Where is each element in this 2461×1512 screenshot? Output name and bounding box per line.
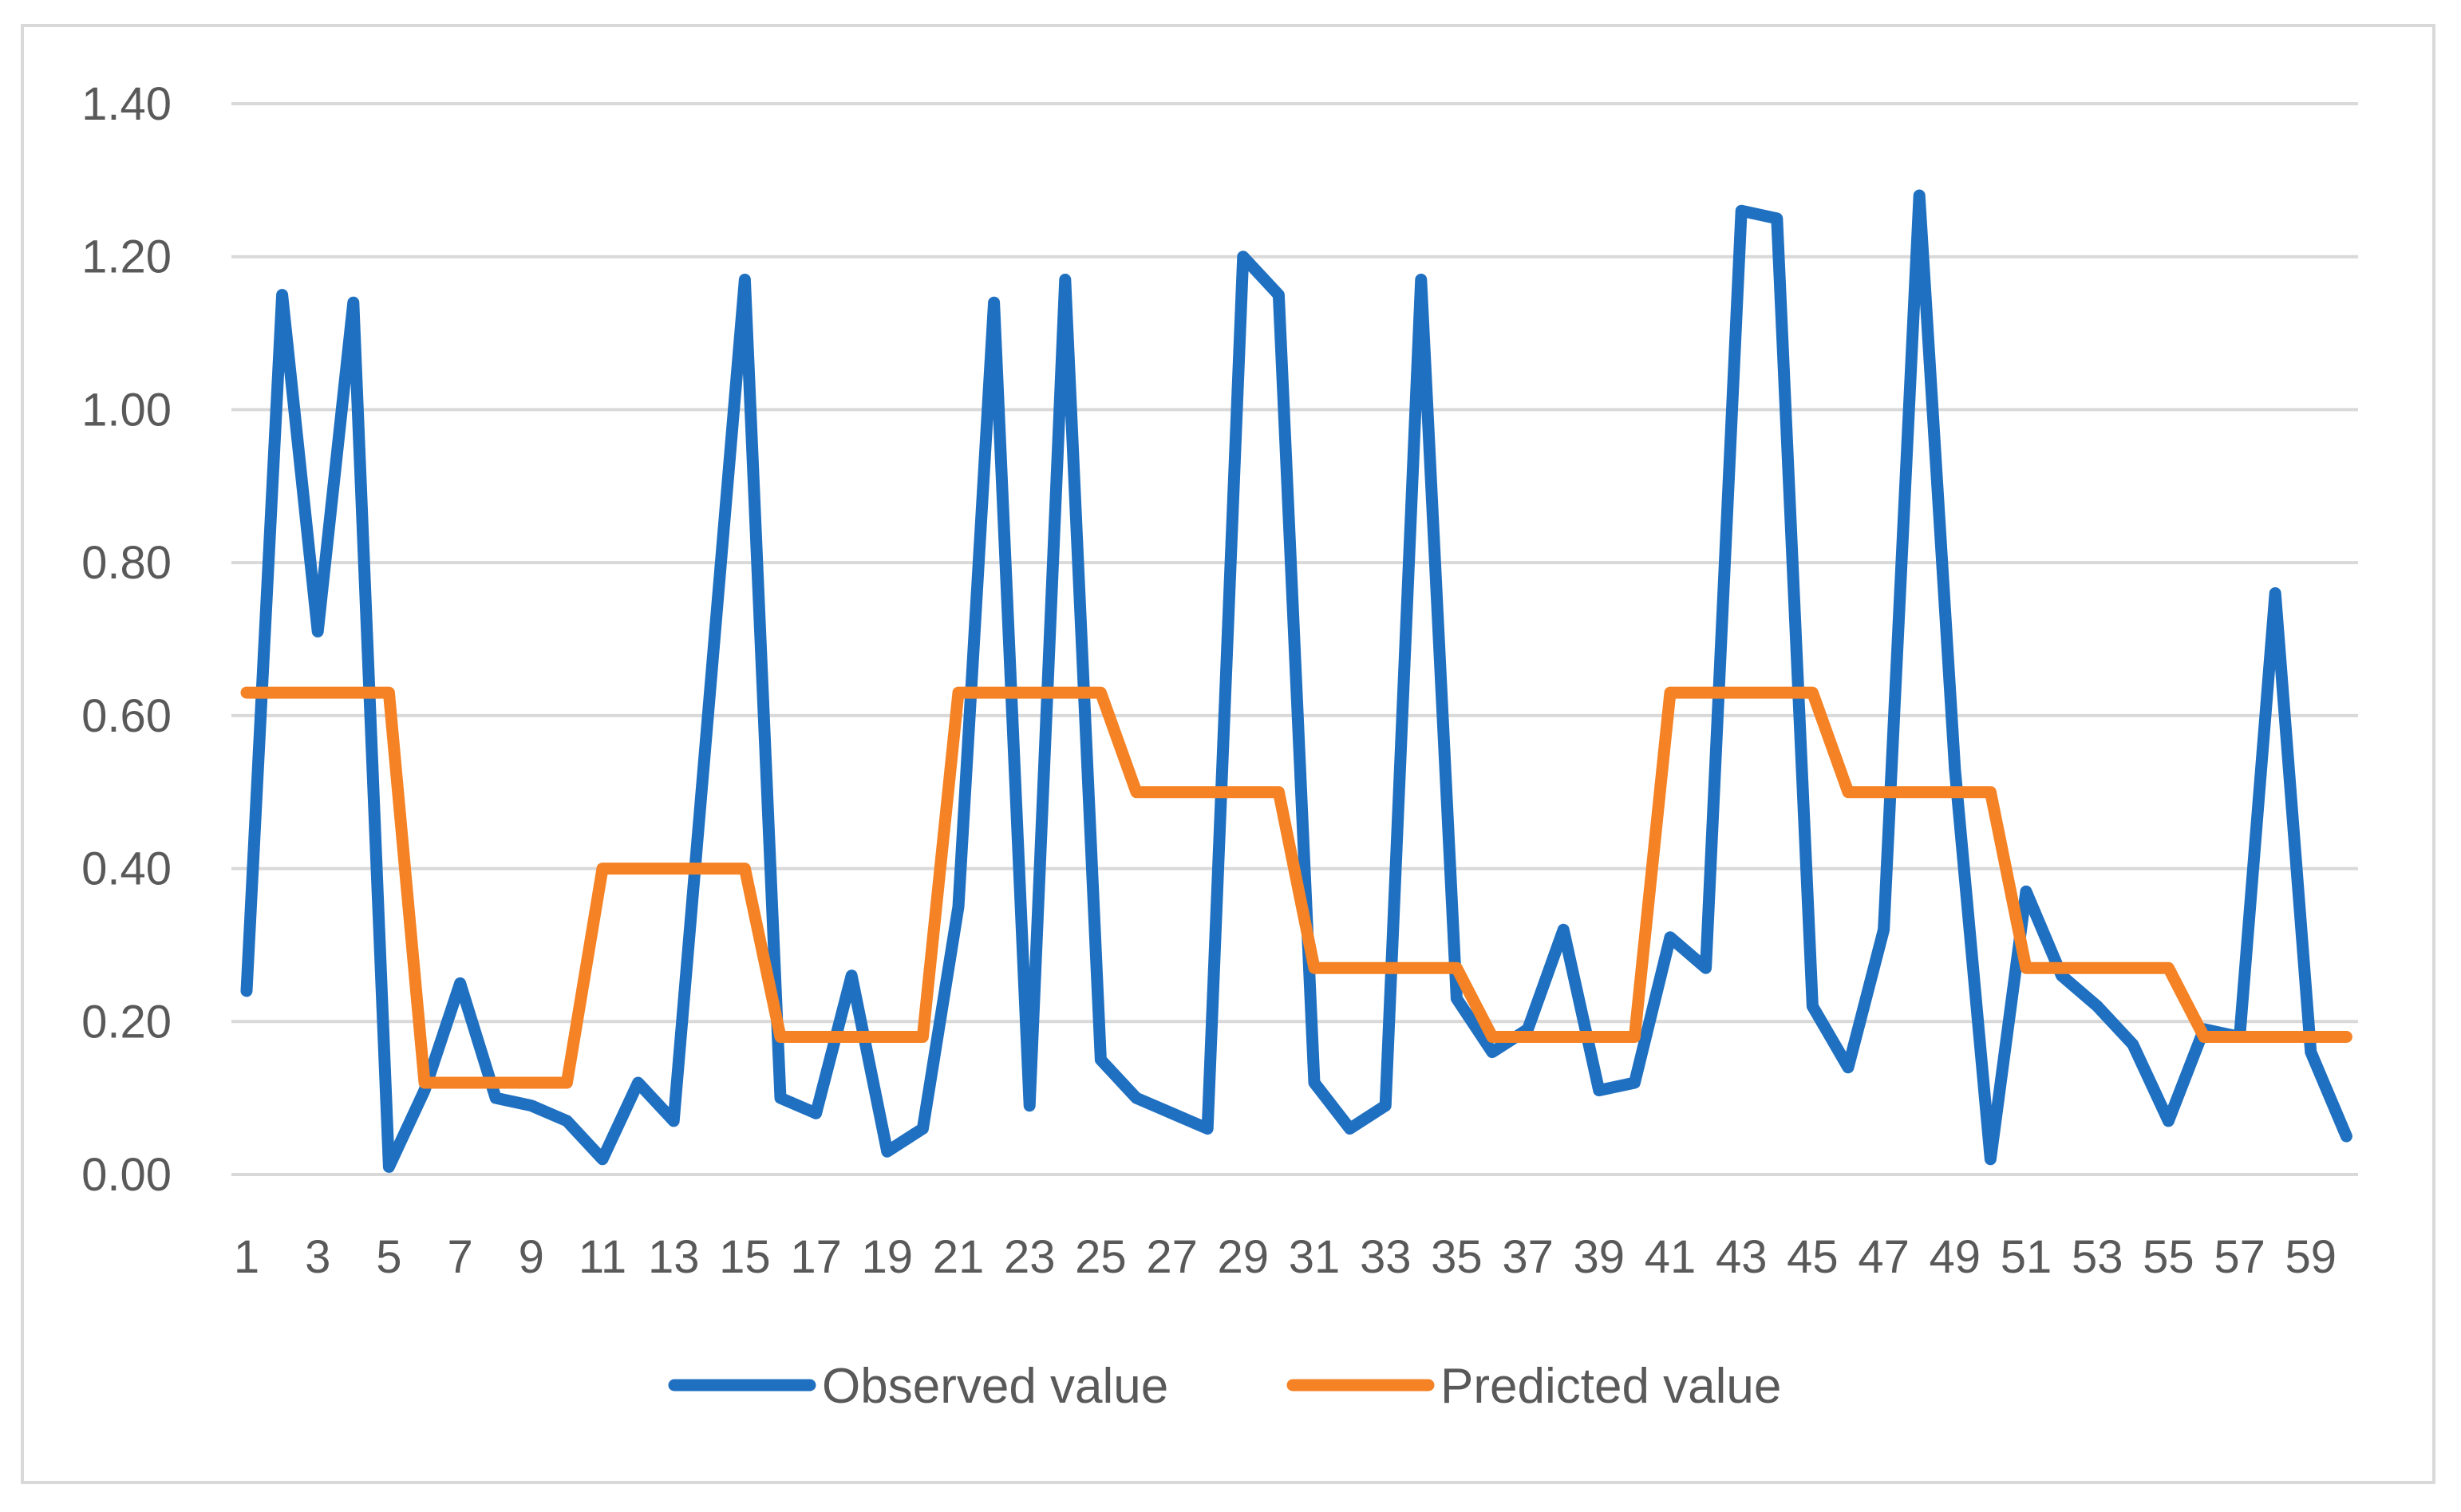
x-tick-label: 43 [1716,1231,1768,1283]
x-tick-label: 49 [1930,1231,1981,1283]
x-tick-label: 1 [234,1231,259,1283]
y-tick-label: 1.20 [81,231,172,283]
x-tick-label: 25 [1075,1231,1127,1283]
y-tick-label: 1.40 [81,78,172,130]
x-tick-label: 5 [376,1231,401,1283]
x-tick-label: 35 [1431,1231,1483,1283]
x-tick-label: 55 [2143,1231,2194,1283]
x-tick-label: 3 [305,1231,330,1283]
x-axis-ticks: 1 3 5 7 9 11 13 15 17 19 21 23 25 27 29 31 33 35 37 39 41 43 4… [234,1231,2337,1283]
x-tick-label: 41 [1645,1231,1697,1283]
x-tick-label: 51 [2001,1231,2052,1283]
y-axis-ticks: 0.00 0.20 0.40 0.60 0.80 1.00 1.20 1.40 [81,78,172,1201]
y-tick-label: 0.20 [81,996,172,1048]
legend-item-observed: Observed value [668,1359,1168,1414]
x-tick-label: 13 [648,1231,700,1283]
legend-item-predicted: Predicted value [1286,1359,1781,1414]
series-line-predicted [240,686,2352,1089]
x-tick-label: 45 [1787,1231,1839,1283]
x-tick-label: 21 [933,1231,985,1283]
y-tick-label: 0.00 [81,1149,172,1201]
legend-label-observed: Observed value [822,1359,1168,1414]
x-tick-label: 27 [1146,1231,1198,1283]
y-tick-label: 0.80 [81,537,172,589]
y-tick-label: 1.00 [81,384,172,436]
x-tick-label: 9 [519,1231,544,1283]
legend: Observed value Predicted value [668,1359,1781,1414]
series-line-observed [240,189,2352,1173]
x-tick-label: 19 [862,1231,914,1283]
x-tick-label: 11 [579,1231,626,1283]
x-tick-label: 23 [1004,1231,1056,1283]
x-tick-label: 17 [790,1231,842,1283]
x-tick-label: 15 [719,1231,771,1283]
x-tick-label: 59 [2285,1231,2337,1283]
series-lines [240,189,2352,1173]
x-tick-label: 31 [1289,1231,1341,1283]
legend-label-predicted: Predicted value [1440,1359,1781,1414]
x-tick-label: 39 [1574,1231,1626,1283]
y-tick-label: 0.40 [81,843,172,895]
y-tick-label: 0.60 [81,690,172,742]
x-tick-label: 47 [1858,1231,1910,1283]
x-tick-label: 37 [1502,1231,1554,1283]
x-tick-label: 57 [2214,1231,2265,1283]
x-tick-label: 53 [2072,1231,2123,1283]
x-tick-label: 33 [1360,1231,1412,1283]
x-tick-label: 7 [447,1231,472,1283]
x-tick-label: 29 [1218,1231,1270,1283]
